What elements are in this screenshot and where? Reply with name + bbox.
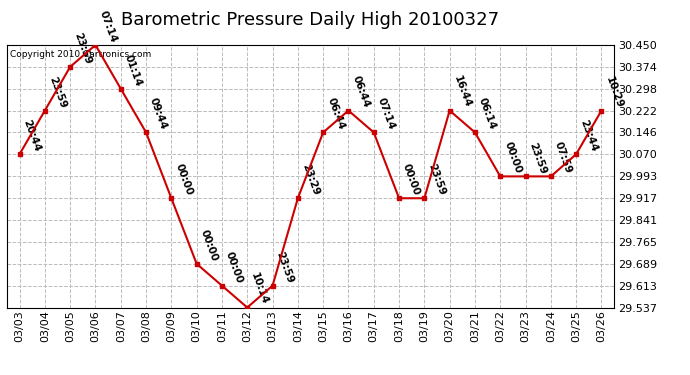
Text: 23:59: 23:59 [426,163,447,197]
Text: 00:00: 00:00 [401,162,422,197]
Text: Barometric Pressure Daily High 20100327: Barometric Pressure Daily High 20100327 [121,11,500,29]
Text: 20:44: 20:44 [21,118,42,153]
Text: 06:14: 06:14 [477,97,497,131]
Text: 00:00: 00:00 [502,141,523,175]
Text: 00:00: 00:00 [173,162,194,197]
Text: 06:44: 06:44 [351,75,371,109]
Text: 07:59: 07:59 [553,141,573,175]
Text: 23:59: 23:59 [275,250,295,285]
Text: 07:14: 07:14 [376,96,397,131]
Text: 01:14: 01:14 [123,53,144,87]
Text: 06:44: 06:44 [325,96,346,131]
Text: 09:44: 09:44 [148,97,169,131]
Text: 16:44: 16:44 [452,75,473,109]
Text: 23:29: 23:29 [300,163,321,197]
Text: 23:59: 23:59 [72,31,93,66]
Text: 23:59: 23:59 [528,141,549,175]
Text: 00:00: 00:00 [224,250,245,285]
Text: 23:59: 23:59 [47,75,68,109]
Text: 23:44: 23:44 [578,118,599,153]
Text: Copyright 2010 Cartronics.com: Copyright 2010 Cartronics.com [10,50,151,59]
Text: 00:00: 00:00 [199,228,219,262]
Text: 07:14: 07:14 [97,9,118,44]
Text: 10:29: 10:29 [604,75,624,109]
Text: 10:14: 10:14 [249,272,270,306]
